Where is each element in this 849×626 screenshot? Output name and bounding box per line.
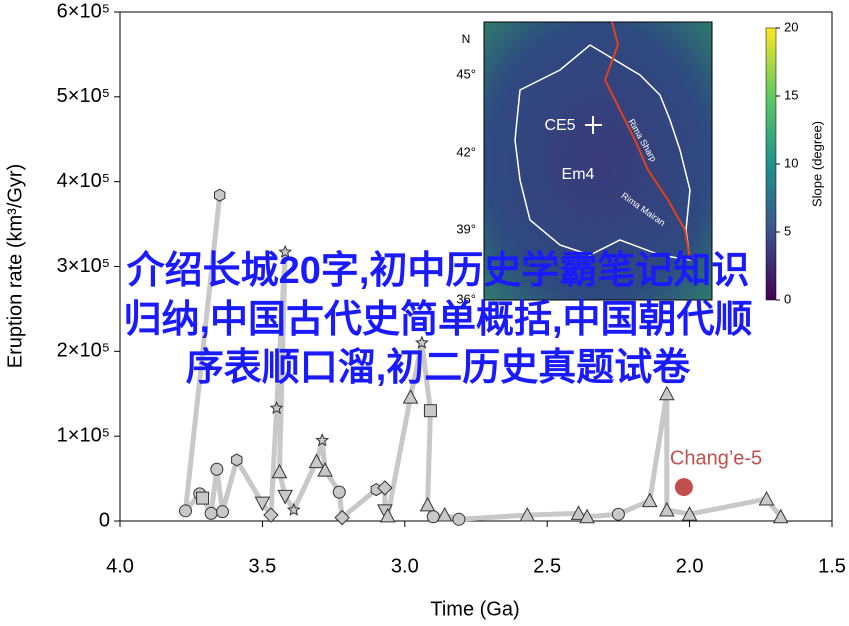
lat-label: 42° [456,144,476,159]
y-tick-label: 0 [99,509,110,531]
data-point [641,492,658,508]
colorbar-label: Slope (degree) [809,121,824,207]
data-point [658,501,675,517]
y-tick-label: 2×10⁵ [57,340,110,362]
data-point [674,478,693,497]
x-tick-label: 4.0 [106,555,134,577]
lat-label: 45° [456,66,476,81]
data-point [414,335,429,349]
map-label: CE5 [544,117,575,134]
data-point [334,509,350,526]
colorbar [765,27,777,301]
colorbar-ticks: 0 5 10 15 20 [776,19,798,306]
overlay-line: 序表顺口溜,初二历史真题试卷 [186,347,692,389]
colorbar-tick-label: 5 [784,223,791,238]
north-label: N [462,32,471,46]
data-point [271,463,288,479]
data-point [436,507,453,522]
y-tick-label: 5×10⁵ [57,85,110,107]
colorbar-tick-label: 20 [784,19,798,34]
colorbar-tick-label: 15 [784,87,798,102]
x-tick-label: 3.5 [248,555,276,577]
data-point [213,188,226,202]
y-tick-label: 6×10⁵ [57,0,110,22]
lat-label: 39° [456,221,476,236]
data-point [210,462,224,476]
data-point [519,507,536,522]
data-point [196,491,210,505]
data-point [681,506,698,521]
data-point [278,244,293,258]
data-point [179,504,193,518]
data-point [308,453,325,469]
point-label: Chang’e-5 [670,447,762,469]
data-point [758,490,775,506]
data-point [772,508,789,524]
data-point [426,510,440,524]
plot-area [114,11,833,527]
data-point [579,508,595,524]
data-point [570,505,587,520]
overlay-line: 归纳,中国古代史简单概括,中国朝代顺 [123,299,752,341]
ce5-cross [585,116,602,134]
data-point [402,389,419,404]
rille-line [603,21,691,261]
data-point [286,502,301,516]
data-point [611,507,625,521]
data-point [317,462,333,477]
data-point [204,506,218,520]
data-point [377,480,393,496]
x-tick-label: 3.0 [391,555,419,577]
x-tick-label: 2.5 [533,555,561,577]
y-axis-label: Eruption rate (km³/Gyr) [4,164,26,368]
lat-label: 36° [456,291,476,306]
data-point [332,485,346,499]
map-label: Em4 [562,166,595,183]
data-point [658,385,675,401]
x-axis-label: Time (Ga) [430,598,519,620]
overlay-text: 介绍长城20字,初中历史学霸笔记知识归纳,中国古代史简单概括,中国朝代顺序表顺口… [123,249,752,389]
map-image [483,21,713,301]
data-point [231,453,243,467]
data-point [419,496,436,512]
y-tick-label: 3×10⁵ [57,255,110,277]
data-point [216,505,230,519]
data-point [423,404,437,418]
y-tick-label: 4×10⁵ [57,170,110,192]
x-tick-label: 1.5 [818,555,846,577]
overlay-line: 介绍长城20字,初中历史学霸笔记知识 [127,249,750,292]
x-tick-label: 2.0 [676,555,704,577]
data-point [277,489,294,505]
colorbar-tick-label: 10 [784,155,798,170]
data-point [315,433,330,447]
y-tick-label: 1×10⁵ [57,424,110,446]
data-point [263,507,279,523]
colorbar-tick-label: 0 [784,291,791,306]
data-point [269,400,284,415]
data-point [254,496,271,512]
data-point [379,507,396,523]
inset-map: N 45° 42° 39° 36° CE5 Em4 Rima Sharp Rim… [456,19,824,306]
data-point [452,512,466,526]
